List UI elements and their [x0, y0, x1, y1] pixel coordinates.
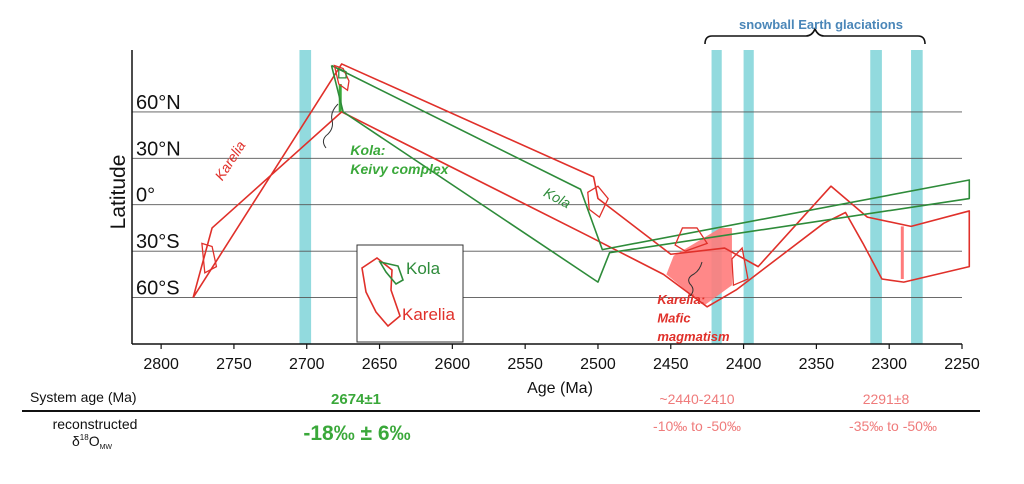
x-tick-6: 2550	[507, 356, 543, 373]
apwp-outlines	[192, 63, 971, 308]
row-delta-label-line1: reconstructed	[53, 416, 138, 432]
x-tick-labels: 2800 2750 2700 2650 2600 2550 2500 2450 2400 2350…	[143, 344, 980, 373]
x-tick-1: 2800	[143, 356, 179, 373]
axes-frame	[131, 50, 962, 345]
legend-karelia-label: Karelia	[402, 305, 455, 324]
x-tick-3: 2700	[289, 356, 325, 373]
delta-sup: 18	[80, 433, 89, 442]
annotation-mafic-2: Mafic	[657, 310, 691, 325]
latitude-gridlines	[132, 111, 962, 299]
y-tick-3: 0°	[136, 185, 155, 207]
y-tick-4: 30°S	[136, 231, 180, 253]
annotation-keivy-2: Keivy complex	[350, 161, 449, 177]
pole-blob-1	[201, 242, 218, 274]
annotations: Karelia Kola Kola: Keivy complex Karelia: Maf…	[211, 103, 730, 344]
y-tick-1: 60°N	[136, 92, 181, 114]
col3-age: 2291±8	[863, 391, 910, 407]
row-delta-label-line2: δ18OMW	[72, 433, 112, 451]
glaciation-label: snowball Earth glaciations	[739, 17, 903, 32]
outline-kola	[330, 64, 971, 283]
mafic-magmatism-fill	[338, 84, 904, 306]
x-tick-8: 2450	[653, 356, 689, 373]
y-tick-labels: 60°N 30°N 0° 30°S 60°S	[136, 92, 181, 300]
y-tick-5: 60°S	[136, 278, 180, 300]
pole-blob-4	[587, 185, 609, 219]
delta-sub: MW	[100, 444, 113, 451]
legend-kola-swatch	[378, 260, 404, 286]
age-table: System age (Ma) reconstructed δ18OMW 267…	[22, 389, 980, 451]
col1-age: 2674±1	[331, 391, 381, 408]
pole-blob-5	[674, 227, 709, 252]
col2-age: ~2440-2410	[659, 391, 734, 407]
x-axis-title: Age (Ma)	[527, 380, 593, 397]
annotation-karelia: Karelia	[211, 138, 248, 183]
legend-kola-label: Kola	[406, 259, 441, 278]
keivy-leader	[322, 103, 339, 149]
x-tick-5: 2600	[435, 356, 471, 373]
x-tick-9: 2400	[726, 356, 762, 373]
mafic-leader	[688, 261, 703, 297]
legend-karelia-swatch	[361, 257, 401, 328]
y-axis-title: Latitude	[107, 155, 130, 230]
glaciation-band-5	[911, 50, 923, 344]
y-tick-2: 30°N	[136, 138, 181, 160]
row-system-age-label: System age (Ma)	[30, 389, 137, 405]
x-tick-7: 2500	[580, 356, 616, 373]
x-tick-12: 2250	[944, 356, 980, 373]
delta-o: O	[89, 433, 100, 449]
pole-blob-2	[333, 64, 350, 92]
delta-symbol: δ	[72, 433, 80, 449]
legend: Kola Karelia	[356, 244, 464, 343]
col1-delta: -18‰ ± 6‰	[303, 422, 410, 445]
annotation-mafic-3: magmatism	[657, 329, 730, 344]
glaciation-band-1	[299, 50, 312, 344]
legend-box	[356, 244, 464, 343]
glaciation-band-2	[711, 50, 722, 344]
col2-delta: -10‰ to -50‰	[653, 418, 741, 434]
annotation-keivy-1: Kola:	[350, 142, 385, 158]
x-tick-10: 2350	[799, 356, 835, 373]
pole-blob-3	[338, 67, 347, 79]
annotation-mafic-1: Karelia:	[657, 292, 705, 307]
x-tick-11: 2300	[871, 356, 907, 373]
mafic-magmatism-area	[666, 227, 732, 306]
col3-delta: -35‰ to -50‰	[849, 418, 937, 434]
glaciation-brace	[704, 26, 926, 45]
x-tick-4: 2650	[362, 356, 398, 373]
x-tick-2: 2750	[216, 356, 252, 373]
pole-blob-6	[731, 246, 749, 287]
annotation-kola: Kola	[541, 184, 573, 211]
glaciation-band-3	[743, 50, 754, 344]
